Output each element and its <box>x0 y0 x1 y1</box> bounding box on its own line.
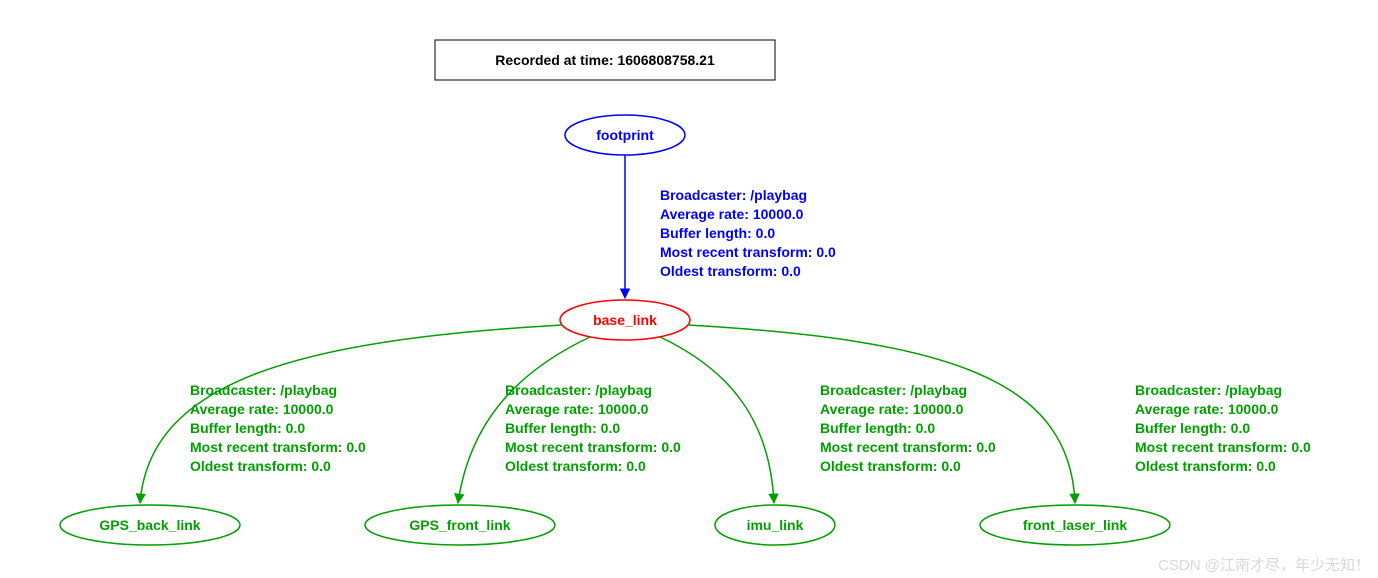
node-footprint-label: footprint <box>596 127 654 143</box>
svg-text:Most recent transform: 0.0: Most recent transform: 0.0 <box>190 439 366 455</box>
svg-text:Most recent transform: 0.0: Most recent transform: 0.0 <box>1135 439 1311 455</box>
svg-text:Most recent transform: 0.0: Most recent transform: 0.0 <box>660 244 836 260</box>
svg-text:Buffer length: 0.0: Buffer length: 0.0 <box>660 225 775 241</box>
svg-text:Most recent transform: 0.0: Most recent transform: 0.0 <box>820 439 996 455</box>
svg-text:Oldest transform: 0.0: Oldest transform: 0.0 <box>660 263 801 279</box>
svg-text:Average rate: 10000.0: Average rate: 10000.0 <box>190 401 334 417</box>
svg-text:Oldest transform: 0.0: Oldest transform: 0.0 <box>820 458 961 474</box>
svg-text:Broadcaster: /playbag: Broadcaster: /playbag <box>820 382 967 398</box>
svg-text:Average rate: 10000.0: Average rate: 10000.0 <box>505 401 649 417</box>
svg-text:Average rate: 10000.0: Average rate: 10000.0 <box>1135 401 1279 417</box>
node-gps-front-label: GPS_front_link <box>409 517 510 533</box>
svg-text:Buffer length: 0.0: Buffer length: 0.0 <box>1135 420 1250 436</box>
node-imu-label: imu_link <box>747 517 804 533</box>
watermark: CSDN @江南才尽，年少无知！ <box>1158 557 1370 574</box>
node-gps-back-label: GPS_back_link <box>99 517 200 533</box>
svg-text:Oldest transform: 0.0: Oldest transform: 0.0 <box>190 458 331 474</box>
svg-text:Broadcaster: /playbag: Broadcaster: /playbag <box>1135 382 1282 398</box>
node-base-link-label: base_link <box>593 312 657 328</box>
edge-base-front-laser-info: Broadcaster: /playbag Average rate: 1000… <box>1135 382 1311 474</box>
svg-text:Most recent transform: 0.0: Most recent transform: 0.0 <box>505 439 681 455</box>
edge-base-imu <box>660 337 774 503</box>
svg-text:Broadcaster: /playbag: Broadcaster: /playbag <box>660 187 807 203</box>
svg-text:Oldest transform: 0.0: Oldest transform: 0.0 <box>1135 458 1276 474</box>
edge-base-gps-front-info: Broadcaster: /playbag Average rate: 1000… <box>505 382 681 474</box>
edge-footprint-base-info: Broadcaster: /playbag Average rate: 1000… <box>660 187 836 279</box>
svg-text:Average rate: 10000.0: Average rate: 10000.0 <box>660 206 804 222</box>
edge-base-imu-info: Broadcaster: /playbag Average rate: 1000… <box>820 382 996 474</box>
node-front-laser-label: front_laser_link <box>1023 517 1127 533</box>
edge-base-gps-back-info: Broadcaster: /playbag Average rate: 1000… <box>190 382 366 474</box>
svg-text:Buffer length: 0.0: Buffer length: 0.0 <box>505 420 620 436</box>
svg-text:Oldest transform: 0.0: Oldest transform: 0.0 <box>505 458 646 474</box>
svg-text:Broadcaster: /playbag: Broadcaster: /playbag <box>505 382 652 398</box>
svg-text:Buffer length: 0.0: Buffer length: 0.0 <box>820 420 935 436</box>
title-text: Recorded at time: 1606808758.21 <box>495 52 715 68</box>
svg-text:Average rate: 10000.0: Average rate: 10000.0 <box>820 401 964 417</box>
svg-text:Broadcaster: /playbag: Broadcaster: /playbag <box>190 382 337 398</box>
svg-text:Buffer length: 0.0: Buffer length: 0.0 <box>190 420 305 436</box>
